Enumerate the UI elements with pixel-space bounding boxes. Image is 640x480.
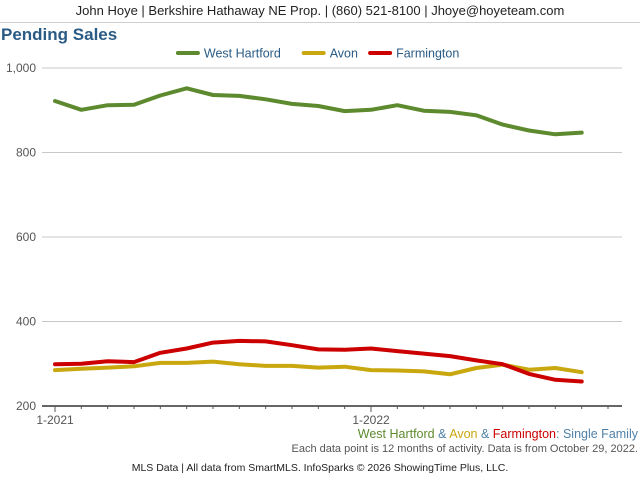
- y-tick-label: 400: [16, 315, 36, 329]
- y-tick-label: 200: [16, 399, 36, 413]
- x-tick-label: 1-2021: [36, 413, 74, 427]
- series-line-west-hartford: [53, 86, 584, 137]
- y-tick-label: 600: [16, 230, 36, 244]
- subtitle-ampersand: &: [477, 427, 493, 441]
- chart-title: Pending Sales: [1, 25, 118, 44]
- chart-subtitle: West Hartford & Avon & Farmington: Singl…: [358, 427, 638, 441]
- header-bar: John Hoye | Berkshire Hathaway NE Prop. …: [0, 0, 640, 23]
- legend-label: Farmington: [396, 47, 459, 61]
- subtitle-farmington: Farmington: [492, 427, 557, 441]
- subtitle-avon: Avon: [449, 427, 478, 441]
- y-tick-label: 800: [16, 146, 36, 160]
- legend-label: Avon: [330, 47, 358, 61]
- y-tick-label: 1,000: [6, 61, 36, 75]
- agent-contact-info: John Hoye | Berkshire Hathaway NE Prop. …: [75, 3, 565, 18]
- series-line-avon: [53, 359, 584, 377]
- legend-label: West Hartford: [204, 47, 281, 61]
- subtitle-ampersand: &: [434, 427, 450, 441]
- x-tick-label: 1-2022: [352, 413, 390, 427]
- data-footnote: Each data point is 12 months of activity…: [291, 443, 638, 455]
- footer-credits: MLS Data | All data from SmartMLS. InfoS…: [131, 462, 509, 474]
- subtitle-west-hartford: West Hartford: [357, 427, 435, 441]
- subtitle-property-type: : Single Family: [556, 427, 638, 441]
- series-line-farmington: [53, 338, 584, 384]
